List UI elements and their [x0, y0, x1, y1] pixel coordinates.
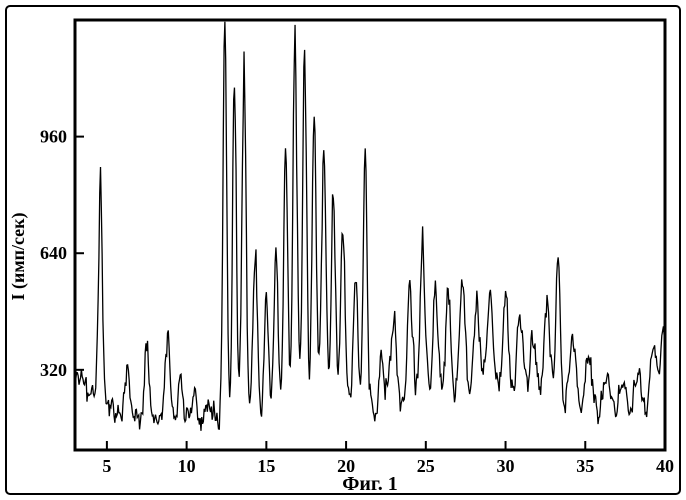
xtick-label: 40: [656, 456, 674, 476]
ytick-label: 960: [40, 127, 67, 147]
xtick-label: 35: [576, 456, 594, 476]
y-axis-label: I (имп/сек): [8, 212, 29, 300]
xtick-label: 30: [497, 456, 515, 476]
xrd-chart: 510152025303540320640960I (имп/сек)Фиг. …: [0, 0, 686, 500]
chart-svg: 510152025303540320640960I (имп/сек)Фиг. …: [0, 0, 686, 500]
figure-caption: Фиг. 1: [342, 473, 398, 495]
ytick-label: 320: [40, 360, 67, 380]
xtick-label: 15: [257, 456, 275, 476]
ytick-label: 640: [40, 243, 67, 263]
xtick-label: 5: [102, 456, 111, 476]
xtick-label: 10: [178, 456, 196, 476]
xtick-label: 25: [417, 456, 435, 476]
